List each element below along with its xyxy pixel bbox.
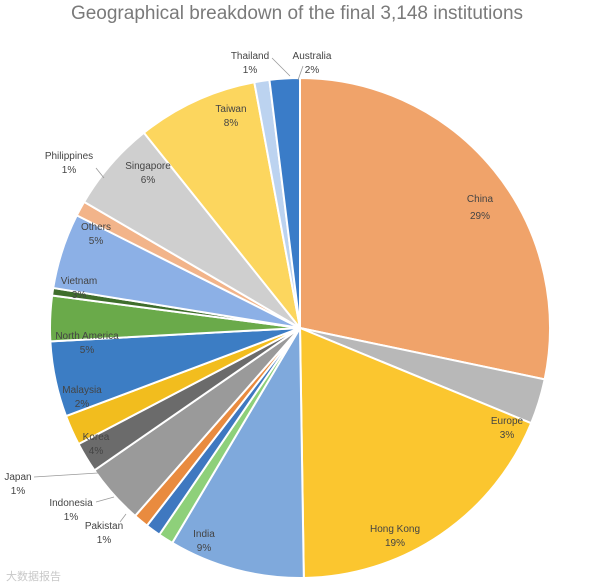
slice-label-hong-kong: Hong Kong bbox=[370, 524, 420, 535]
slice-label-philippines: Philippines bbox=[45, 151, 93, 162]
pie-slices bbox=[49, 76, 551, 579]
chart-title: Geographical breakdown of the final 3,14… bbox=[70, 3, 524, 24]
pie-slice-india bbox=[170, 324, 305, 579]
slice-pct-singapore: 6% bbox=[141, 175, 156, 186]
leader-line-thailand bbox=[271, 57, 291, 77]
slice-pct-australia: 2% bbox=[305, 65, 320, 76]
slice-label-north-america: North America bbox=[55, 331, 119, 342]
slice-pct-north-america: 5% bbox=[80, 345, 95, 356]
slice-pct-japan: 1% bbox=[11, 486, 26, 497]
pie-slice-taiwan bbox=[142, 81, 301, 329]
slice-pct-thailand: 1% bbox=[243, 65, 258, 76]
slice-pct-malaysia: 2% bbox=[75, 399, 90, 410]
slice-pct-korea: 4% bbox=[89, 446, 104, 457]
leader-line-australia bbox=[297, 65, 304, 81]
slice-pct-china: 29% bbox=[470, 211, 490, 222]
slice-label-australia: Australia bbox=[293, 51, 332, 62]
slice-pct-taiwan: 8% bbox=[224, 118, 239, 129]
pie-labels: China 29% Europe 3% Hong Kong 19% India 9% Pakis… bbox=[4, 51, 523, 554]
slice-label-malaysia: Malaysia bbox=[62, 385, 102, 396]
slice-label-japan: Japan bbox=[4, 472, 31, 483]
leader-line-indonesia bbox=[95, 496, 115, 503]
watermark: 大数据报告 bbox=[6, 571, 61, 583]
slice-label-others: Others bbox=[81, 222, 111, 233]
slice-label-taiwan: Taiwan bbox=[215, 104, 246, 115]
slice-pct-vietnam: 3% bbox=[72, 290, 87, 301]
pie-slice-australia bbox=[268, 76, 301, 329]
slice-pct-europe: 3% bbox=[500, 430, 515, 441]
leader-line-philippines bbox=[95, 167, 105, 179]
slice-label-thailand: Thailand bbox=[231, 51, 269, 62]
slice-pct-india: 9% bbox=[197, 543, 212, 554]
slice-pct-pakistan: 1% bbox=[97, 535, 112, 546]
slice-label-vietnam: Vietnam bbox=[61, 276, 98, 287]
slice-label-indonesia: Indonesia bbox=[49, 498, 93, 509]
slice-label-pakistan: Pakistan bbox=[85, 521, 123, 532]
leader-line-pakistan bbox=[119, 513, 127, 523]
leader-line-japan bbox=[33, 472, 99, 478]
slice-pct-philippines: 1% bbox=[62, 165, 77, 176]
pie-slice-hong-kong bbox=[298, 326, 533, 579]
slice-label-china: China bbox=[467, 194, 494, 205]
slice-label-europe: Europe bbox=[491, 416, 524, 427]
slice-pct-indonesia: 1% bbox=[64, 512, 79, 523]
slice-label-korea: Korea bbox=[83, 432, 110, 443]
pie-slice-china bbox=[299, 76, 551, 381]
slice-label-india: India bbox=[193, 529, 215, 540]
slice-pct-others: 5% bbox=[89, 236, 104, 247]
slice-label-singapore: Singapore bbox=[125, 161, 171, 172]
slice-pct-hong-kong: 19% bbox=[385, 538, 405, 549]
